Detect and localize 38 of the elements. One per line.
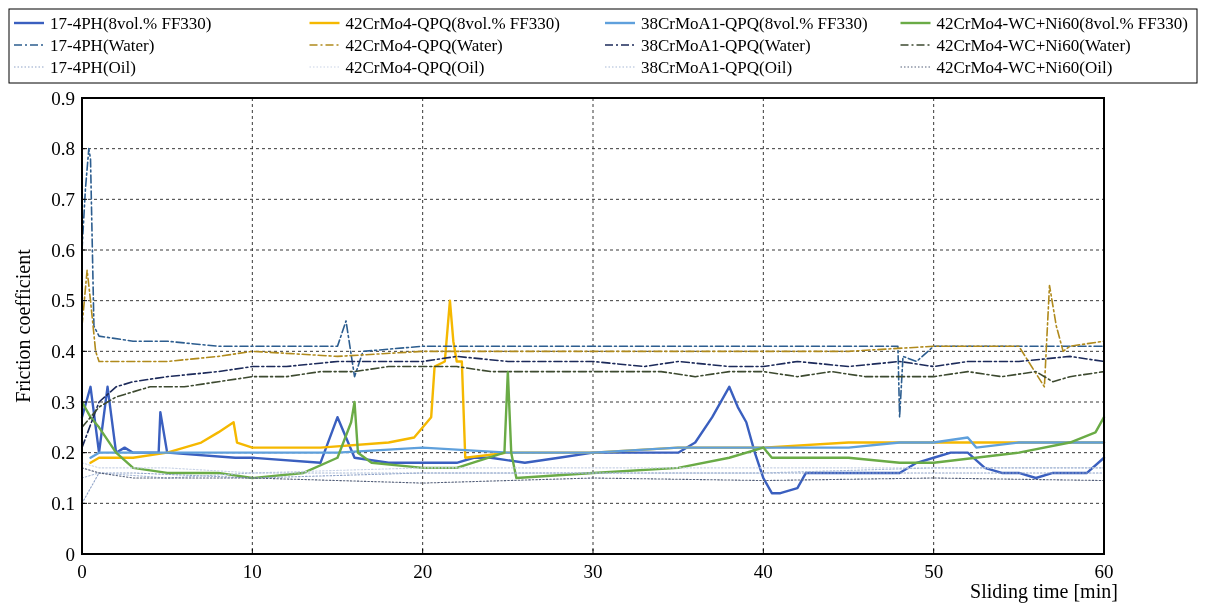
y-tick-label: 0.3 — [51, 391, 75, 413]
y-tick-label: 0 — [65, 543, 75, 565]
x-tick-label: 30 — [583, 561, 603, 582]
legend-label: 42CrMo4-QPQ(8vol.% FF330) — [345, 14, 560, 33]
y-tick-label: 0.2 — [51, 442, 75, 464]
line-series — [81, 147, 1105, 418]
legend-label: 17-4PH(Oil) — [50, 58, 136, 77]
y-axis-title: Friction coefficient — [12, 248, 34, 403]
x-axis-title: Sliding time [min] — [970, 580, 1118, 603]
y-tick-label: 0.1 — [51, 492, 75, 514]
legend-label: 38CrMoA1-QPQ(8vol.% FF330) — [641, 14, 868, 33]
y-tick-label: 0.8 — [51, 138, 75, 160]
y-tick-label: 0.9 — [51, 87, 75, 109]
legend-label: 42CrMo4-WC+Ni60(Oil) — [936, 58, 1113, 77]
y-tick-label: 0.5 — [51, 290, 75, 312]
legend-label: 17-4PH(Water) — [50, 36, 155, 55]
x-tick-label: 10 — [242, 561, 262, 582]
legend-label: 38CrMoA1-QPQ(Oil) — [641, 58, 793, 77]
line-series — [80, 370, 1106, 480]
x-tick-label: 50 — [924, 561, 944, 582]
legend-label: 42CrMo4-QPQ(Water) — [345, 36, 503, 55]
line-series — [81, 355, 1105, 449]
x-tick-label: 40 — [753, 561, 773, 582]
legend-label: 17-4PH(8vol.% FF330) — [50, 14, 212, 33]
y-tick-label: 0.4 — [51, 340, 76, 362]
legend-label: 42CrMo4-QPQ(Oil) — [345, 58, 485, 77]
y-tick-label: 0.7 — [51, 188, 75, 210]
line-series — [81, 365, 1105, 429]
line-series — [81, 467, 1105, 484]
legend-label: 42CrMo4-WC+Ni60(8vol.% FF330) — [936, 14, 1188, 33]
line-series — [80, 385, 1106, 495]
x-tick-label: 60 — [1094, 561, 1114, 582]
legend-label: 38CrMoA1-QPQ(Water) — [641, 36, 811, 55]
line-series — [81, 472, 1105, 504]
x-tick-label: 20 — [413, 561, 433, 582]
line-series — [89, 436, 1106, 459]
legend-label: 42CrMo4-WC+Ni60(Water) — [936, 36, 1131, 55]
y-tick-label: 0.6 — [51, 239, 75, 261]
